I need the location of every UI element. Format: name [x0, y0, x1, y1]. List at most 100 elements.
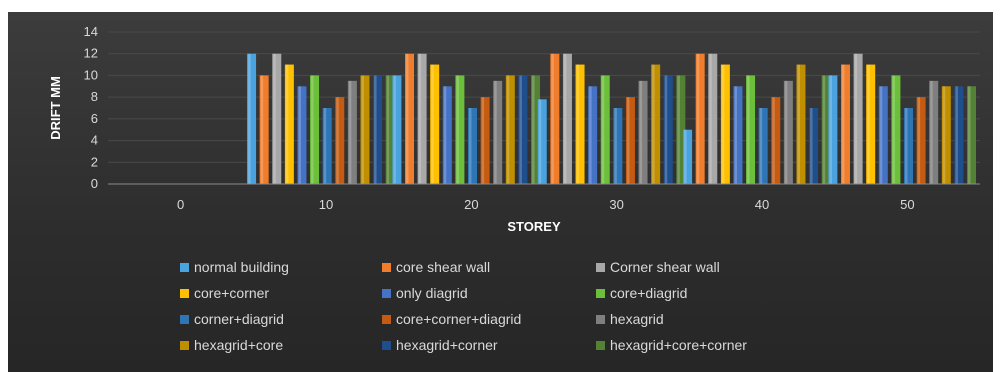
legend-swatch	[382, 340, 391, 350]
legend-label: only diagrid	[396, 285, 468, 301]
bar	[625, 97, 635, 184]
bar	[493, 80, 503, 184]
bar-highlight	[532, 75, 535, 184]
bar	[638, 80, 648, 184]
legend-label: hexagrid+core	[194, 337, 284, 353]
bar	[853, 53, 863, 184]
legend-item: core+corner+diagrid	[382, 311, 521, 327]
legend-item: hexagrid+core	[180, 337, 283, 353]
bar-highlight	[772, 97, 775, 184]
bar	[347, 80, 357, 184]
bar	[954, 86, 964, 184]
y-tick-label: 0	[91, 176, 98, 191]
legend-label: core+corner	[194, 285, 270, 301]
legend-item: only diagrid	[382, 285, 468, 301]
bar-highlight	[614, 108, 617, 184]
bar	[733, 86, 743, 184]
bar	[322, 108, 332, 184]
legend-swatch	[180, 340, 189, 350]
bar	[430, 64, 440, 184]
bar-highlight	[260, 75, 264, 184]
x-tick-label: 50	[900, 197, 914, 212]
bar-highlight	[968, 86, 971, 184]
legend-item: hexagrid+core+corner	[596, 337, 747, 353]
legend-label: corner+diagrid	[194, 311, 284, 327]
bar	[310, 75, 320, 184]
bar-highlight	[905, 108, 908, 184]
legend-swatch	[382, 314, 391, 324]
legend-swatch	[382, 288, 391, 298]
legend-swatch	[382, 262, 391, 272]
bar	[866, 64, 876, 184]
bar-highlight	[406, 53, 409, 184]
bar	[891, 75, 901, 184]
legend-swatch	[180, 262, 189, 272]
bar-highlight	[677, 75, 680, 184]
legend-item: core shear wall	[382, 259, 490, 275]
legend-item: hexagrid+corner	[382, 337, 498, 353]
bar	[373, 75, 383, 184]
bar-highlight	[747, 75, 750, 184]
y-tick-label: 12	[84, 46, 98, 61]
bar	[405, 53, 414, 184]
bar-highlight	[709, 53, 712, 184]
legend-item: core+diagrid	[596, 285, 687, 301]
bar-highlight	[248, 53, 251, 184]
bar-highlight	[721, 64, 725, 184]
bar-highlight	[506, 75, 510, 184]
bar-highlight	[734, 86, 737, 184]
bar-highlight	[696, 53, 700, 184]
legend-item: corner+diagrid	[180, 311, 284, 327]
bar-highlight	[348, 80, 352, 184]
bar-highlight	[563, 53, 567, 184]
bar-highlight	[298, 86, 301, 184]
bar	[746, 75, 756, 184]
bar-highlight	[664, 75, 668, 184]
bar	[796, 64, 806, 184]
bar	[385, 75, 395, 184]
bar	[284, 64, 294, 184]
bar-highlight	[336, 97, 339, 184]
bar	[531, 75, 540, 184]
bar	[916, 97, 926, 184]
x-tick-label: 20	[464, 197, 478, 212]
bar-highlight	[955, 86, 958, 184]
bar-highlight	[797, 64, 800, 184]
bar	[537, 99, 547, 184]
bar	[455, 75, 465, 184]
bar-highlight	[854, 53, 858, 184]
legend-swatch	[596, 340, 605, 350]
bar-highlight	[481, 97, 485, 184]
bar	[941, 86, 951, 184]
bar	[247, 53, 257, 184]
chart-plot: 0 2 4 6 8 10 12 14 0 10 20 30 40 50 DRIFT MM STOREY	[48, 24, 980, 234]
bar-highlight	[822, 75, 826, 184]
bar-highlight	[652, 64, 655, 184]
x-tick-label: 0	[177, 197, 184, 212]
bar	[828, 75, 838, 184]
legend-label: Corner shear wall	[610, 259, 720, 275]
bar-highlight	[431, 64, 434, 184]
x-tick-label: 30	[609, 197, 623, 212]
bar-highlight	[386, 75, 390, 184]
legend-swatch	[596, 288, 605, 298]
bar	[929, 80, 939, 184]
bar	[360, 75, 370, 184]
bar-highlight	[494, 80, 497, 184]
y-axis-title: DRIFT MM	[48, 76, 63, 140]
legend-label: core+corner+diagrid	[396, 311, 522, 327]
legend-label: core+diagrid	[610, 285, 688, 301]
bar-highlight	[361, 75, 364, 184]
bar	[651, 64, 661, 184]
bar	[562, 53, 572, 184]
y-tick-label: 4	[91, 133, 98, 148]
legend-item: Corner shear wall	[596, 259, 720, 275]
legend-label: hexagrid+core+corner	[610, 337, 747, 353]
bar-highlight	[759, 108, 763, 184]
bar	[588, 86, 598, 184]
bar	[518, 75, 528, 184]
bar-highlight	[879, 86, 883, 184]
bar-highlight	[601, 75, 605, 184]
bar-highlight	[942, 86, 946, 184]
